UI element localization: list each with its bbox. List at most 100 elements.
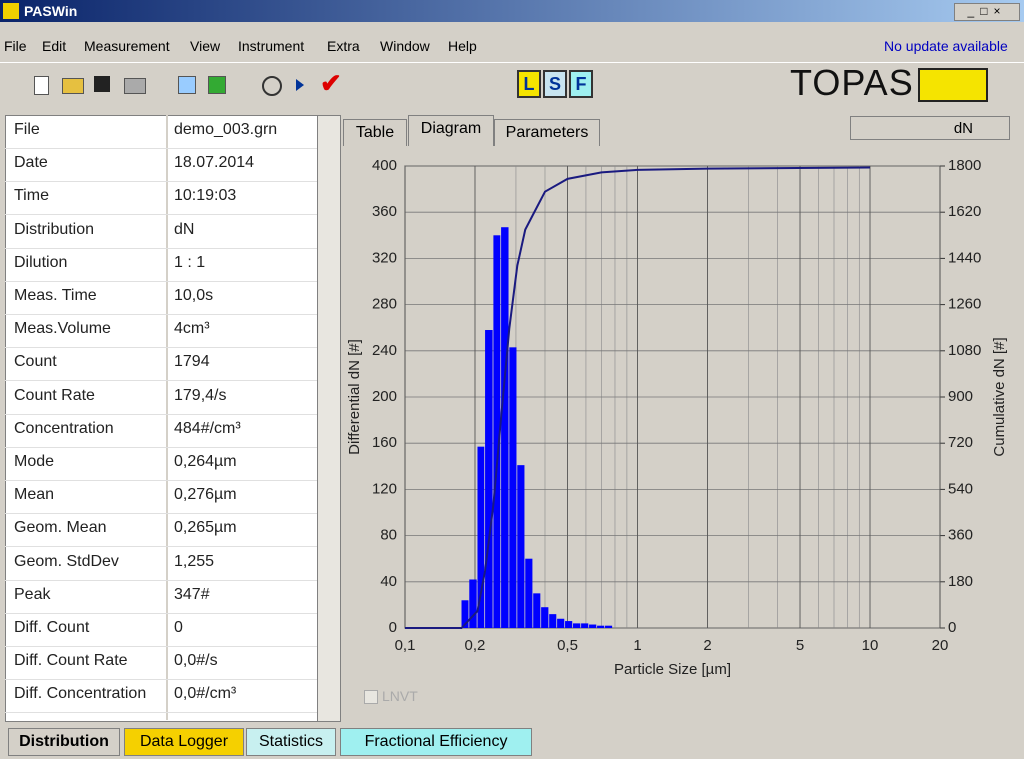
property-value: 0,265µm [174,519,237,537]
y2-tick-label: 1260 [948,296,981,313]
bottom-tab[interactable]: Statistics [246,728,336,756]
property-label: Meas.Volume [14,320,111,338]
bottom-tab[interactable]: Fractional Efficiency [340,728,532,756]
property-label: Meas. Time [14,287,97,304]
new-icon[interactable] [34,76,49,95]
print-icon[interactable] [124,78,146,94]
tab[interactable]: Diagram [408,115,494,146]
copy-icon[interactable] [178,76,196,94]
histogram-bar [493,235,501,629]
check-icon[interactable]: ✔ [320,68,342,98]
distribution-selector[interactable]: dN [850,116,1010,140]
checkbox[interactable] [364,690,378,704]
y2-tick-label: 1080 [948,342,981,359]
timer-icon[interactable] [262,76,282,96]
histogram-bar [557,618,565,628]
x-tick-label: 20 [932,637,949,654]
histogram-bar [533,593,541,628]
y-tick-label: 240 [372,342,397,359]
tab[interactable]: Table [343,119,407,146]
menu-item[interactable]: Measurement [84,38,170,54]
mode-button[interactable]: F [569,70,593,98]
mode-button[interactable]: L [517,70,541,98]
y-tick-label: 80 [380,527,397,544]
histogram-bar [469,579,477,628]
menu-item[interactable]: Instrument [238,38,305,54]
histogram-bar [549,614,557,628]
menu-item[interactable]: Extra [327,38,360,54]
property-value: 0,264µm [174,453,237,470]
property-value: 18.07.2014 [174,154,255,172]
property-value: 10:19:03 [174,187,237,205]
menu-item[interactable]: View [190,38,221,54]
property-value: demo_003.grn [174,121,278,138]
logo-text: TOPAS [790,62,914,103]
property-value: 0,0#/cm³ [174,685,237,703]
bottom-tab[interactable]: Distribution [8,728,120,756]
histogram-bar [605,625,613,628]
y2-tick-label: 1620 [948,203,981,220]
mode-button[interactable]: S [543,70,567,98]
property-value: 4cm³ [174,320,210,338]
properties-panel [5,115,319,722]
x-tick-label: 0,2 [465,637,486,654]
row-divider [5,546,317,548]
menu-item[interactable]: Window [380,38,430,54]
row-divider [5,446,317,448]
y2-tick-label: 900 [948,388,973,405]
y-tick-label: 40 [380,573,397,590]
play-icon[interactable] [296,79,304,91]
row-divider [5,679,317,681]
row-divider [5,247,317,249]
property-value: dN [174,220,195,238]
save-icon[interactable] [94,76,110,92]
toolbar-divider [0,62,1024,63]
checkbox-label[interactable]: LNVT [382,688,418,704]
title-bar [0,0,1024,22]
y-tick-label: 160 [372,434,397,451]
window-buttons[interactable]: _□× [954,3,1020,21]
update-status[interactable]: No update available [884,38,1008,54]
y2-tick-label: 720 [948,434,973,451]
y-tick-label: 0 [389,619,397,636]
y-axis-label: Differential dN [#] [346,339,363,455]
y2-tick-label: 360 [948,527,973,544]
row-divider [5,181,317,183]
y-tick-label: 360 [372,203,397,220]
open-icon[interactable] [62,78,84,94]
property-label: Date [14,154,48,172]
row-divider [5,148,317,149]
cumulative-line [405,166,871,629]
histogram-bar [525,558,533,628]
y-tick-label: 200 [372,388,397,405]
property-label: Count [14,353,57,371]
property-label: Count Rate [14,386,95,404]
menu-item[interactable]: File [4,38,27,54]
scrollbar [317,115,341,722]
row-divider [5,214,317,216]
x-tick-label: 10 [862,637,879,654]
property-label: Mean [14,486,55,504]
tab[interactable]: Parameters [494,119,600,146]
toolbar-icons[interactable]: ✔ [30,68,360,98]
histogram-bar [581,623,589,628]
histogram-bar [461,600,469,628]
property-label: Dilution [14,253,68,271]
bottom-tab[interactable]: Data Logger [124,728,244,756]
row-divider [5,646,317,647]
property-value: 1794 [174,353,210,371]
menu-item[interactable]: Help [448,38,477,54]
property-value: 1 : 1 [174,253,206,271]
menu-item[interactable]: Edit [42,38,67,54]
property-value: 0,0#/s [174,652,218,670]
row-divider [5,513,317,515]
y2-tick-label: 1800 [948,157,981,174]
histogram-bar [509,347,517,628]
app-icon [3,3,19,19]
histogram-bar [477,446,485,628]
y2-tick-label: 0 [948,619,956,636]
y-tick-label: 280 [372,296,397,313]
histogram-bar [597,625,605,628]
excel-icon[interactable] [208,76,226,94]
